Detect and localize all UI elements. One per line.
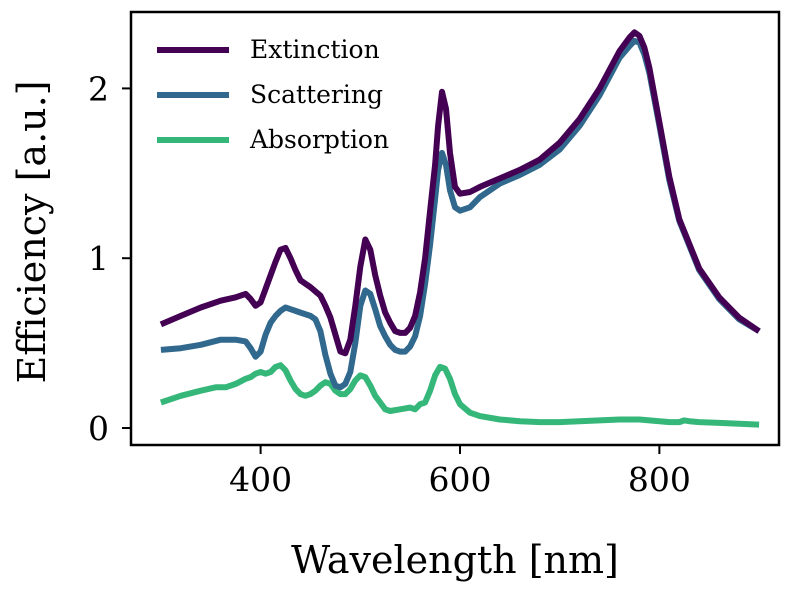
y-tick-label: 0 [88, 409, 109, 448]
legend: Extinction Scattering Absorption [157, 35, 389, 154]
y-axis-label: Efficiency [a.u.] [10, 80, 54, 383]
tick-layer: 400 600 800 0 1 2 [88, 69, 691, 499]
y-tick-label: 2 [88, 69, 109, 108]
legend-label-extinction: Extinction [250, 35, 380, 64]
x-tick-label: 400 [229, 460, 292, 499]
plot-frame [129, 10, 781, 447]
series-line-scattering [160, 37, 761, 391]
legend-label-absorption: Absorption [249, 125, 389, 154]
y-tick-label: 1 [88, 239, 109, 278]
x-tick-label: 600 [428, 460, 491, 499]
series-layer [159, 29, 761, 428]
series-line-extinction [159, 29, 761, 357]
x-axis-label: Wavelength [nm] [291, 538, 619, 582]
legend-label-scattering: Scattering [250, 80, 383, 109]
x-tick-label: 800 [628, 460, 691, 499]
series-line-absorption [159, 362, 760, 428]
